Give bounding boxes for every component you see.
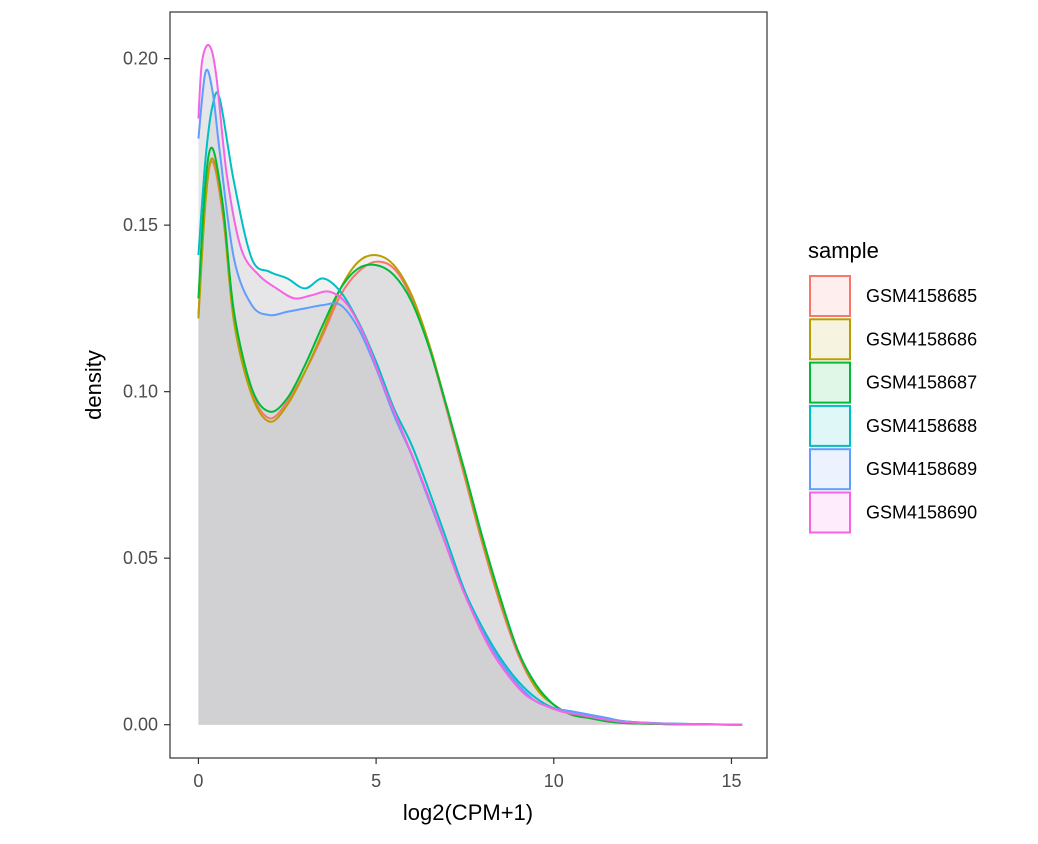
density-line-GSM4158687 — [197, 146, 743, 726]
legend-items: GSM4158685 GSM4158686 GSM4158687 GSM4158688… — [809, 275, 977, 534]
legend-key-GSM4158688 — [809, 404, 851, 447]
density-area-GSM4158689 — [198, 69, 743, 725]
y-tick-label: 0.10 — [123, 382, 158, 402]
legend-key-GSM4158685 — [809, 275, 851, 317]
density-area-GSM4158686 — [198, 158, 743, 725]
legend-key-GSM4158690 — [809, 491, 851, 534]
series-layer — [197, 43, 743, 726]
y-axis: 0.00 0.05 0.10 0.15 0.20 — [123, 49, 170, 735]
legend-label: GSM4158688 — [866, 416, 977, 436]
legend-title: sample — [808, 238, 879, 263]
x-axis-title: log2(CPM+1) — [403, 800, 533, 825]
y-tick-label: 0.00 — [123, 715, 158, 735]
density-area-GSM4158687 — [198, 147, 743, 725]
x-axis: 0 5 10 15 — [193, 758, 741, 791]
density-line-GSM4158690 — [197, 43, 743, 726]
density-area-GSM4158685 — [198, 161, 743, 725]
y-tick-label: 0.05 — [123, 548, 158, 568]
legend-key-GSM4158689 — [809, 448, 851, 491]
legend-label: GSM4158689 — [866, 459, 977, 479]
x-tick-label: 5 — [371, 771, 381, 791]
legend-key-GSM4158687 — [809, 361, 851, 404]
x-tick-label: 15 — [721, 771, 741, 791]
legend-label: GSM4158686 — [866, 329, 977, 349]
legend: sample GSM4158685GSM4158686GSM4158687GSM… — [808, 238, 977, 534]
y-tick-label: 0.20 — [123, 49, 158, 69]
legend-label: GSM4158687 — [866, 373, 977, 393]
density-area-GSM4158688 — [198, 92, 743, 725]
density-area-GSM4158690 — [198, 44, 743, 725]
legend-key-GSM4158686 — [809, 318, 851, 361]
legend-label: GSM4158685 — [866, 286, 977, 306]
x-tick-label: 0 — [193, 771, 203, 791]
y-tick-label: 0.15 — [123, 215, 158, 235]
plot-panel-border — [169, 11, 768, 759]
y-axis-title: density — [81, 350, 106, 420]
x-tick-label: 10 — [544, 771, 564, 791]
legend-label: GSM4158690 — [866, 503, 977, 523]
